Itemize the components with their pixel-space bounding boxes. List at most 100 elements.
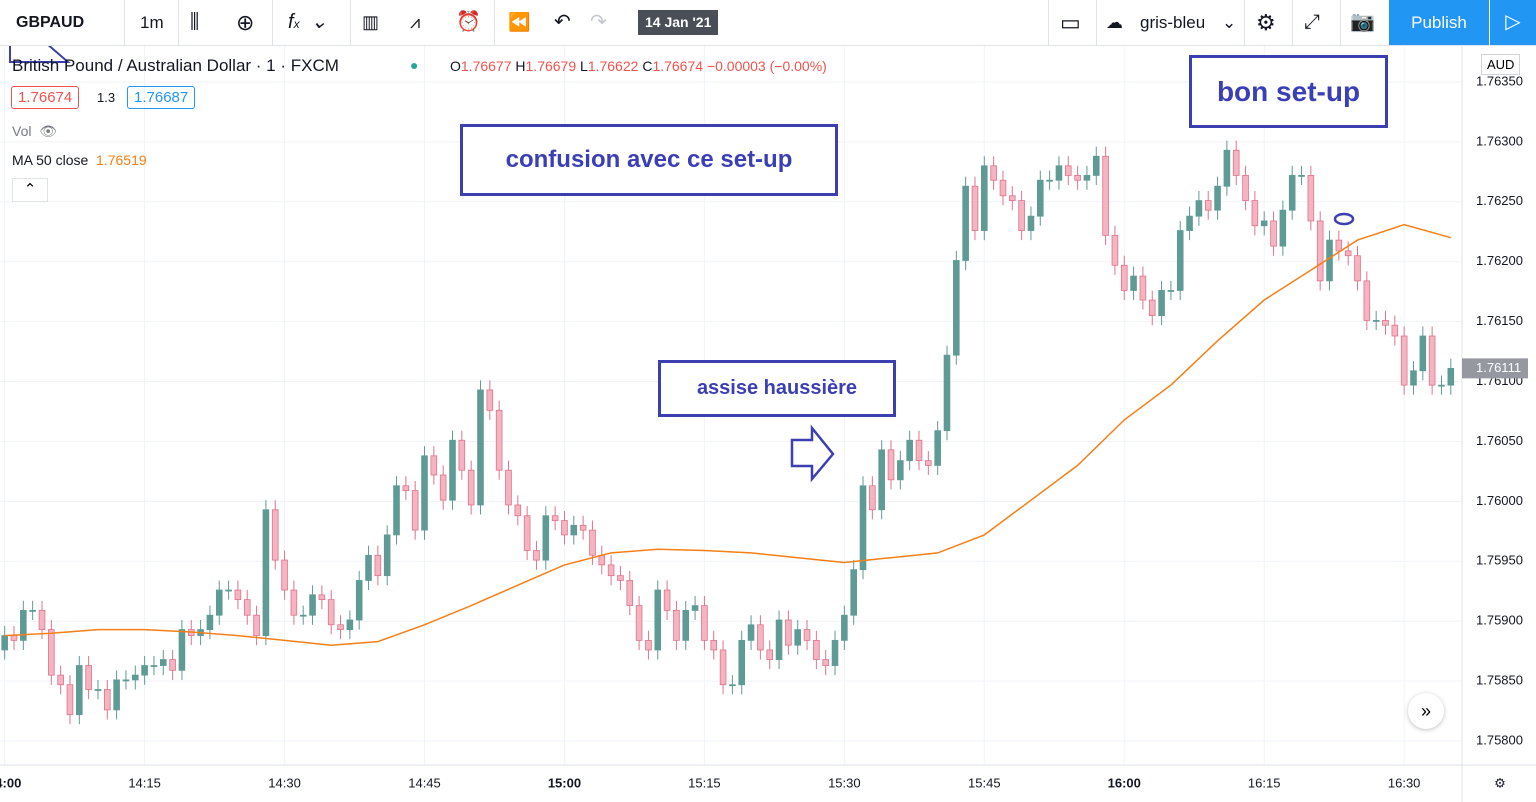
scroll-button[interactable]: » xyxy=(1408,693,1444,729)
candle-body xyxy=(1438,384,1445,387)
ask[interactable]: 1.76687 xyxy=(127,86,196,109)
candle-body xyxy=(94,689,102,691)
candle-body xyxy=(598,554,606,566)
candle-body xyxy=(533,550,540,561)
candle-body xyxy=(1009,195,1016,201)
candle-body xyxy=(859,485,867,571)
candle-body xyxy=(542,515,550,561)
publish-button[interactable]: Publish xyxy=(1389,0,1489,45)
add-icon[interactable]: ⊕ xyxy=(236,10,255,35)
y-tick-label: 1.76050 xyxy=(1476,433,1523,448)
candle-body xyxy=(1270,220,1277,247)
candle-body xyxy=(925,460,932,466)
o-value: 1.76677 xyxy=(460,58,512,74)
candle-body xyxy=(206,614,214,630)
symbol[interactable]: GBPAUD xyxy=(16,14,85,31)
candle-body xyxy=(617,575,624,581)
candle-body xyxy=(785,619,792,646)
replay-icon[interactable]: ⏪ xyxy=(508,12,531,32)
candle-body xyxy=(1391,324,1399,337)
bid[interactable]: 1.76674 xyxy=(11,86,80,109)
o-label: O xyxy=(450,58,461,74)
candle-body xyxy=(495,409,503,471)
settings-icon[interactable]: ⚙ xyxy=(1256,10,1276,35)
x-tick-label: 16:15 xyxy=(1248,775,1281,790)
candle-body xyxy=(365,554,372,581)
candle-body xyxy=(747,624,755,641)
candle-body xyxy=(215,589,223,616)
alert-icon[interactable]: ⏰ xyxy=(456,11,481,33)
candle-body xyxy=(1298,175,1305,177)
ma-name: MA 50 close xyxy=(12,152,89,168)
interval[interactable]: 1m xyxy=(140,13,164,32)
candle-body xyxy=(1307,175,1315,222)
candle-body xyxy=(766,649,774,660)
fullscreen-icon[interactable]: ⤢ xyxy=(1304,11,1320,33)
ma-legend: MA 50 close 1.76519 xyxy=(12,152,147,168)
candle-body xyxy=(66,684,74,716)
candle-body xyxy=(467,469,475,506)
x-tick-label: 15:45 xyxy=(968,775,1001,790)
x-tick-label: 16:30 xyxy=(1388,775,1421,790)
annotation: assise haussière xyxy=(658,360,896,417)
candle-body xyxy=(355,580,363,621)
candle-body xyxy=(243,599,251,616)
ellipse-drawing xyxy=(1333,212,1355,226)
candle-body xyxy=(225,589,232,592)
c-value: 1.76674 xyxy=(652,58,704,74)
settings-icon: ⚙ xyxy=(1494,775,1506,790)
theme-caret[interactable]: ⌄ xyxy=(1222,13,1237,32)
candle-body xyxy=(48,629,55,676)
candle-body xyxy=(962,185,969,261)
candle-body xyxy=(1410,370,1417,386)
candle-body xyxy=(1046,179,1053,182)
candle-body xyxy=(169,659,176,671)
indicators-icon[interactable]: fx ⌄ xyxy=(288,11,328,33)
y-tick-label: 1.76350 xyxy=(1476,73,1523,88)
collapse-button[interactable]: ⌃ xyxy=(12,178,48,202)
candle-body xyxy=(159,659,167,666)
spread: 1.3 xyxy=(97,90,116,105)
candle-icon[interactable]: ⫼ xyxy=(190,11,200,33)
candle-body xyxy=(803,629,811,641)
candle-body xyxy=(1344,250,1352,257)
candle-body xyxy=(1074,175,1081,181)
compare-icon[interactable]: ⩘ xyxy=(410,12,421,32)
candle-body xyxy=(141,665,148,676)
candle-body xyxy=(990,165,997,181)
candle-body xyxy=(1447,367,1455,386)
candle-body xyxy=(1260,220,1268,227)
plot xyxy=(0,46,1462,765)
undo-icon[interactable]: ↶ xyxy=(554,11,571,33)
candle-body xyxy=(1139,275,1147,301)
candle-body xyxy=(290,589,298,616)
candle-body xyxy=(393,485,400,536)
candle-body xyxy=(178,629,186,671)
last-price-box xyxy=(1462,358,1528,379)
candle-body xyxy=(337,624,344,630)
theme[interactable]: gris-bleu xyxy=(1140,13,1206,32)
candle-body xyxy=(1092,155,1100,176)
layout-icon[interactable]: ▭ xyxy=(1060,10,1081,35)
candle-body xyxy=(113,679,120,711)
candle-body xyxy=(402,485,410,491)
candle-body xyxy=(1354,255,1361,282)
candle-body xyxy=(701,605,708,641)
candle-body xyxy=(1419,335,1427,372)
theme-icon[interactable]: ☁ xyxy=(1106,13,1123,32)
templates-icon[interactable]: ▥ xyxy=(362,12,380,32)
vol: Vol 👁 xyxy=(12,123,58,139)
candle-body xyxy=(253,614,260,636)
candle-body xyxy=(477,389,484,506)
snapshot-icon[interactable]: 📷 xyxy=(1350,11,1375,33)
candle-body xyxy=(635,605,643,641)
candle-body xyxy=(514,504,522,517)
candle-body xyxy=(607,564,615,577)
play-button[interactable]: ▷ xyxy=(1490,0,1536,45)
candle-body xyxy=(1036,179,1044,217)
candle-body xyxy=(663,589,671,611)
candle-body xyxy=(934,430,941,466)
redo-icon[interactable]: ↷ xyxy=(590,11,607,33)
candle-body xyxy=(1204,200,1212,211)
